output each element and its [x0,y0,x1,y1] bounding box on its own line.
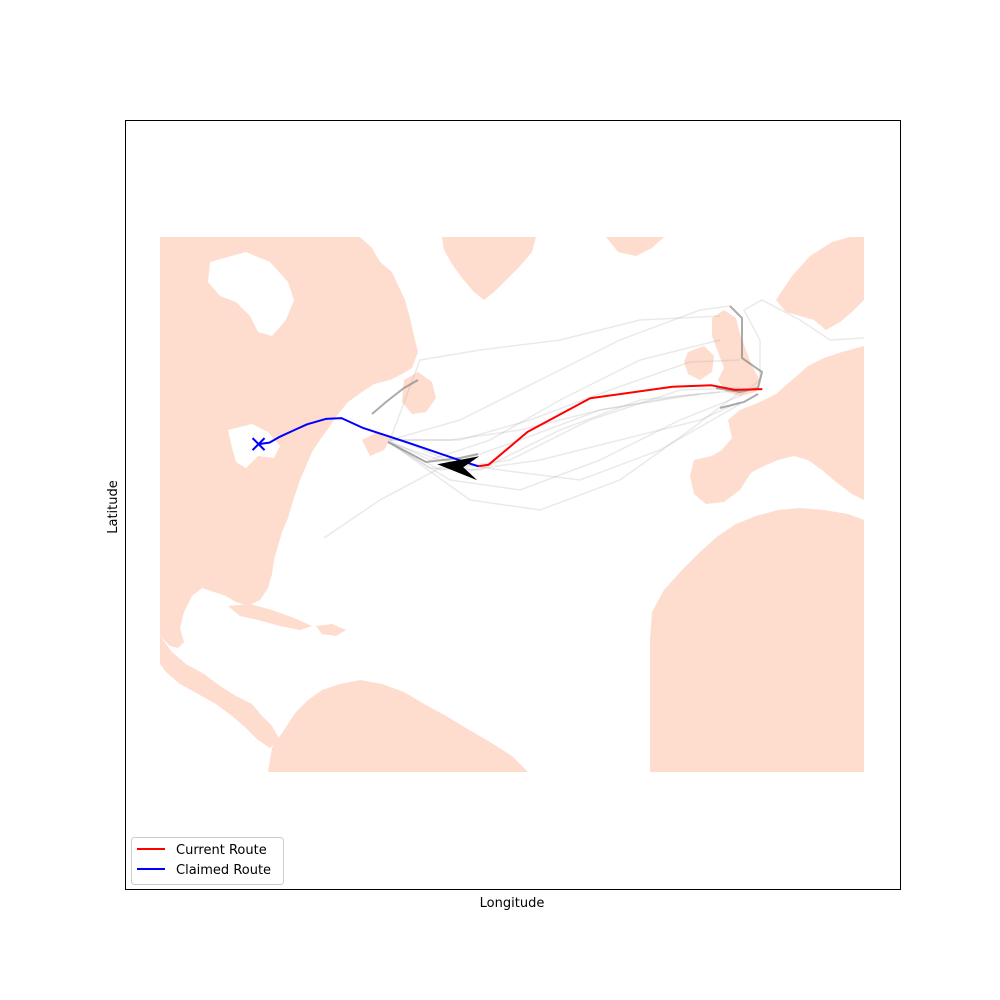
corridor-route [387,441,479,464]
land-scandinavia [776,237,864,330]
corridor-route [715,305,764,394]
land-central-america [160,636,280,748]
history-route [387,403,741,481]
arctic-islands [300,237,352,252]
land-greenland [442,237,536,300]
history-route [390,359,741,441]
land-great-britain [712,310,760,396]
land-africa [650,508,864,772]
history-route [389,387,741,471]
legend-label-claimed-route: Claimed Route [176,863,271,878]
history-route [390,389,743,441]
route-line-current-route [478,384,763,468]
legend: Current Route Claimed Route [131,837,284,885]
history-route [389,315,721,441]
legend-box [131,837,284,885]
land-south-america [268,680,528,772]
land-hispaniola [316,624,346,636]
history-route [323,393,701,539]
history-route [387,391,721,471]
history-route [387,395,741,491]
land-layer [160,237,864,772]
great-lakes [228,424,280,468]
history-route [387,339,721,461]
legend-label-current-route: Current Route [176,843,267,858]
hudson-bay [208,252,294,336]
corridor-route [719,393,759,409]
land-cuba [228,604,312,630]
historical-routes [323,299,865,539]
x-axis-label: Longitude [480,896,545,911]
history-route [389,305,731,441]
main-corridor [371,305,764,464]
y-axis-label: Latitude [106,480,121,534]
land-iberia [690,454,750,504]
origin-x-marker [251,437,266,451]
corridor-route [371,379,419,415]
route-line-claimed-route [258,417,479,468]
routes-layer [258,384,763,468]
ship-position-arrow [437,456,480,481]
markers-layer [251,437,480,481]
land-nova-scotia [362,432,392,456]
land-ireland [684,346,714,380]
land-north-america [160,237,418,648]
land-newfoundland [402,372,436,414]
history-route [739,299,865,397]
history-route [391,391,741,511]
land-north-island [606,237,664,256]
